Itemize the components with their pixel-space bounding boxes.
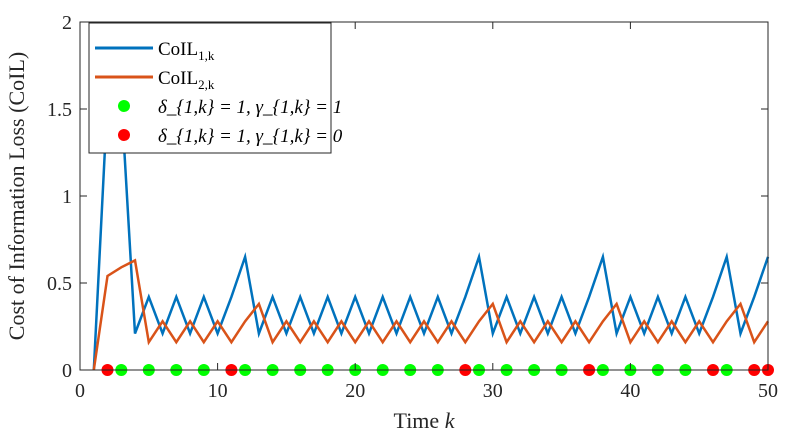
series-line-1 bbox=[92, 97, 770, 371]
legend-label-delta1-gamma1: δ_{1,k} = 1, γ_{1,k} = 1 bbox=[158, 97, 342, 118]
legend-label-coil-1-sub: 1,k bbox=[198, 48, 215, 63]
x-tick-label-1: 10 bbox=[208, 380, 228, 402]
legend-marker-green bbox=[118, 100, 130, 112]
legend-marker-red bbox=[118, 129, 130, 141]
x-axis-title: Time k bbox=[394, 408, 456, 433]
legend-label-coil-1-main: CoIL bbox=[158, 39, 198, 60]
legend-label-coil-1: CoIL1,k bbox=[158, 39, 215, 63]
legend-label-coil-2-sub: 2,k bbox=[198, 77, 215, 92]
y-tick-label-4: 2 bbox=[62, 12, 72, 34]
legend: CoIL1,k CoIL2,k δ_{1,k} = 1, γ_{1,k} = 1… bbox=[88, 22, 343, 154]
axes: 0 10 20 30 40 50 0 0.5 1 1.5 2 Time k Cost of Inform… bbox=[4, 12, 778, 433]
y-tick-label-1: 0.5 bbox=[47, 273, 72, 295]
x-tick-label-0: 0 bbox=[75, 380, 85, 402]
series-line-2 bbox=[92, 258, 770, 371]
y-tick-label-2: 1 bbox=[62, 186, 72, 208]
x-tick-label-5: 50 bbox=[758, 380, 778, 402]
x-axis-title-text: Time bbox=[394, 408, 445, 433]
x-tick-label-2: 20 bbox=[345, 380, 365, 402]
x-axis-title-var: k bbox=[445, 408, 456, 433]
x-tick-label-3: 30 bbox=[483, 380, 503, 402]
legend-label-coil-2: CoIL2,k bbox=[158, 68, 215, 92]
y-axis-title: Cost of Information Loss (CoIL) bbox=[4, 52, 29, 340]
legend-box bbox=[88, 22, 332, 154]
y-tick-label-3: 1.5 bbox=[47, 99, 72, 121]
x-tick-label-4: 40 bbox=[620, 380, 640, 402]
legend-label-delta1-gamma0: δ_{1,k} = 1, γ_{1,k} = 0 bbox=[158, 126, 343, 147]
legend-label-coil-2-main: CoIL bbox=[158, 68, 198, 89]
y-tick-label-0: 0 bbox=[62, 360, 72, 382]
